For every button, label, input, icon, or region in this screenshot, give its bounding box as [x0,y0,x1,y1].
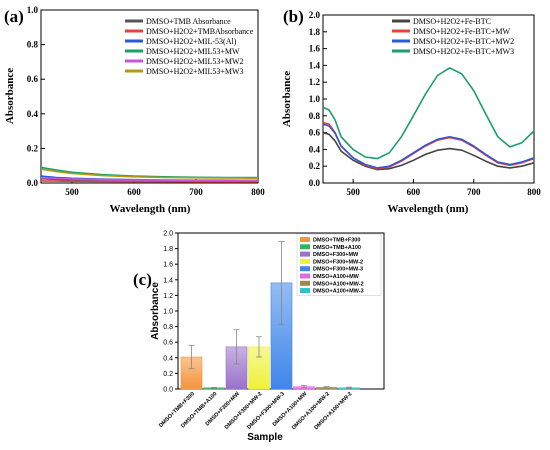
y-tick-label: 2.0 [309,10,321,20]
legend-label: DMSO+A100+MW-3 [313,289,364,295]
panel-a-plot-frame [40,9,259,184]
legend-label: DMSO+H2O2+Fe-BTC+MW3 [413,47,514,56]
legend-label: DMSO+F300+MW-2 [313,259,363,265]
legend-label: DMSO+H2O2+TMBAbsorbance [146,27,254,36]
x-tick-label: 500 [346,187,360,197]
panel-b-ylabel: Absorbance [281,71,293,127]
x-tick-label: 800 [527,187,541,197]
legend-swatch [300,266,310,272]
legend-box [296,233,382,296]
panel-c-x-tick-labels: DMSO+TMB+F300DMSO+TMB+A100DMSO+F300+MWDM… [158,391,353,432]
x-tick-label: 600 [407,187,421,197]
panel-a-series-lines [40,166,259,183]
y-tick-label: 1.0 [27,5,39,15]
series-line-3 [322,67,535,160]
panel-c-label: (c) [133,270,152,289]
panel-c-ticks: 0.0 0.2 0.4 0.6 0.8 1.0 1.2 1.4 1.6 1.8 2.0 [163,231,178,394]
panel-b-xlabel: Wavelength (nm) [388,203,469,215]
panel-b-label: (b) [283,7,304,26]
y-tick-label: 1.4 [309,60,321,70]
panel-a-legend: DMSO+TMB AbsorbanceDMSO+H2O2+TMBAbsorban… [125,17,254,76]
legend-swatch [300,273,310,279]
series-line-4 [40,177,259,182]
x-tick-label: 700 [467,187,481,197]
series-line-0 [322,131,535,171]
legend-label: DMSO+H2O2+Fe-BTC+MW [413,27,511,36]
x-tick-label: 600 [127,187,141,197]
panel-a-label: (a) [4,7,24,26]
panel-b-series-lines [322,67,535,171]
y-tick-label: 0.0 [309,178,321,188]
y-tick-label: 0.8 [27,40,39,50]
panel-b-legend: DMSO+H2O2+Fe-BTCDMSO+H2O2+Fe-BTC+MWDMSO+… [392,17,514,56]
y-tick-label: 1.0 [309,94,321,104]
y-tick-label: 0.0 [27,178,39,188]
y-tick-label: 0.6 [163,340,173,347]
legend-label: DMSO+F300+MW [313,252,359,258]
panel-b-ticks: 500 600 700 800 0.0 0.2 0.4 0.6 0.8 1.0 1.2 1.4 1.6 1… [309,10,542,197]
legend-label: DMSO+H2O2+MIL53+MW3 [146,67,244,76]
y-tick-label: 0.2 [163,371,173,378]
panel-c-bars [180,241,360,390]
panel-c-xlabel: Sample [247,432,283,443]
legend-label: DMSO+TMB+A100 [313,245,361,251]
y-tick-label: 0.6 [309,128,321,138]
y-tick-label: 1.6 [309,44,321,54]
legend-swatch [300,251,310,257]
y-tick-label: 0.4 [309,144,321,154]
x-tick-label: 700 [189,187,203,197]
y-tick-label: 0.0 [163,387,173,394]
panel-a-ylabel: Absorbance [4,68,16,124]
y-tick-label: 0.4 [163,355,173,362]
panel-c-legend: DMSO+TMB+F300DMSO+TMB+A100DMSO+F300+MWDM… [296,233,382,296]
series-line-2 [322,123,535,169]
legend-label: DMSO+H2O2+Fe-BTC [413,17,491,26]
y-tick-label: 1.4 [163,277,173,284]
panel-c-ylabel: Absorbance [150,282,161,340]
y-tick-label: 2.0 [163,231,173,238]
legend-label: DMSO+TMB Absorbance [146,17,231,26]
legend-label: DMSO+TMB+F300 [313,238,360,244]
legend-label: DMSO+H2O2+Fe-BTC+MW2 [413,37,514,46]
x-tick-label: 800 [251,187,265,197]
panel-a: (a) 500 600 700 800 0.0 0.2 0.4 0.6 0.8 1.0 Wavel… [4,5,265,215]
y-tick-label: 0.6 [27,74,39,84]
legend-label: DMSO+H2O2+MIL53+MW2 [146,57,244,66]
legend-label: DMSO+A100+MW-2 [313,281,364,287]
series-line-5 [40,168,259,179]
y-tick-label: 1.2 [163,293,173,300]
panel-c: (c) 0.0 0.2 0.4 0.6 0.8 1.0 1.2 1.4 1.6 1.8 2.0 DM… [133,231,385,443]
panel-a-ticks: 500 600 700 800 0.0 0.2 0.4 0.6 0.8 1.0 [27,5,266,197]
legend-label: DMSO+H2O2+MIL-53(Al) [146,37,237,46]
y-tick-label: 0.2 [27,143,39,153]
y-tick-label: 1.0 [163,309,173,316]
y-tick-label: 0.4 [27,109,39,119]
y-tick-label: 0.8 [163,324,173,331]
panel-a-xlabel: Wavelength (nm) [110,203,191,215]
legend-swatch [300,288,310,294]
y-tick-label: 1.8 [163,246,173,253]
series-line-1 [40,180,258,183]
legend-swatch [300,258,310,264]
y-tick-label: 1.8 [309,27,321,37]
y-tick-label: 0.8 [309,111,321,121]
legend-swatch [300,244,310,250]
panel-b: (b) 500 600 700 800 0.0 0.2 0.4 0.6 0.8 1.0 1.2 1.4… [281,7,541,215]
legend-label: DMSO+H2O2+MIL53+MW [146,47,240,56]
x-tick-label: 500 [65,187,79,197]
y-tick-label: 1.2 [309,77,321,87]
legend-swatch [300,280,310,286]
legend-label: DMSO+A100+MW [313,274,360,280]
y-tick-label: 0.2 [309,161,321,171]
legend-label: DMSO+F300+MW-3 [313,267,363,273]
legend-swatch [300,237,310,242]
y-tick-label: 1.6 [163,262,173,269]
series-line-3 [40,166,259,179]
